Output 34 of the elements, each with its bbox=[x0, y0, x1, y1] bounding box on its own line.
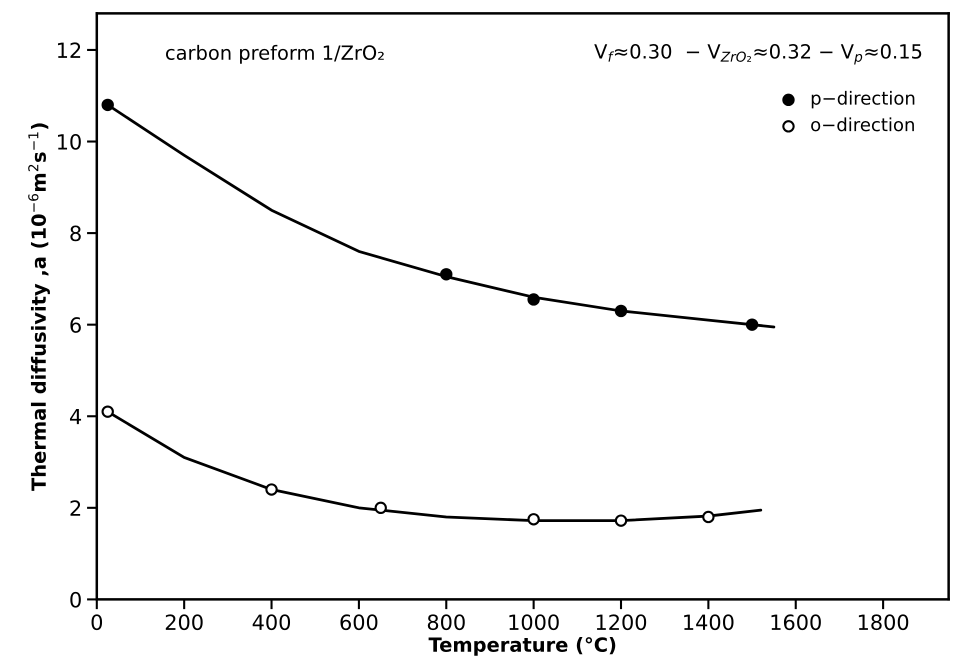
x-tick-label: 1200 bbox=[596, 614, 646, 630]
x-tick-label: 200 bbox=[166, 614, 203, 630]
point bbox=[374, 502, 387, 514]
x-tick-label: 1600 bbox=[772, 614, 821, 630]
x-tick-label: 600 bbox=[340, 614, 378, 630]
point bbox=[746, 318, 758, 331]
y-tick-label: 10 bbox=[58, 134, 81, 150]
annotation: carbon preform 1/ZrO₂ bbox=[166, 44, 384, 64]
y-tick-label: 0 bbox=[70, 592, 81, 608]
point bbox=[614, 304, 628, 318]
legend-label: p−direction bbox=[812, 90, 914, 108]
y-tick-label: 2 bbox=[70, 500, 80, 516]
point bbox=[102, 405, 114, 418]
annotation: V$_{f}$≈0.30 − V$_{ZrO₂}$≈0.32 − V$_{p}$≈0.15 bbox=[594, 44, 922, 64]
y-tick-label: 8 bbox=[70, 226, 81, 242]
x-axis-title: Temperature (°C) bbox=[428, 636, 616, 656]
point bbox=[614, 514, 628, 527]
x-tick-label: 800 bbox=[428, 614, 465, 630]
y-tick-label: 6 bbox=[70, 317, 81, 333]
point bbox=[527, 513, 540, 526]
point bbox=[265, 483, 278, 496]
x-tick-label: 0 bbox=[92, 614, 102, 630]
y-tick-label: 12 bbox=[58, 42, 80, 58]
y-axis-title: Thermal diffusivity ,a (10$^{−6}$m$^{2}$s$^{−1}$) bbox=[28, 123, 50, 491]
legend-label: o−direction bbox=[811, 117, 914, 132]
x-tick-label: 1800 bbox=[858, 614, 908, 630]
x-tick-label: 400 bbox=[252, 614, 290, 630]
x-tick-label: 1400 bbox=[684, 614, 734, 630]
x-tick-label: 1000 bbox=[509, 614, 559, 630]
point bbox=[702, 510, 715, 524]
y-tick-label: 4 bbox=[70, 408, 82, 424]
point bbox=[440, 268, 452, 281]
point bbox=[527, 293, 540, 306]
point bbox=[102, 98, 114, 112]
